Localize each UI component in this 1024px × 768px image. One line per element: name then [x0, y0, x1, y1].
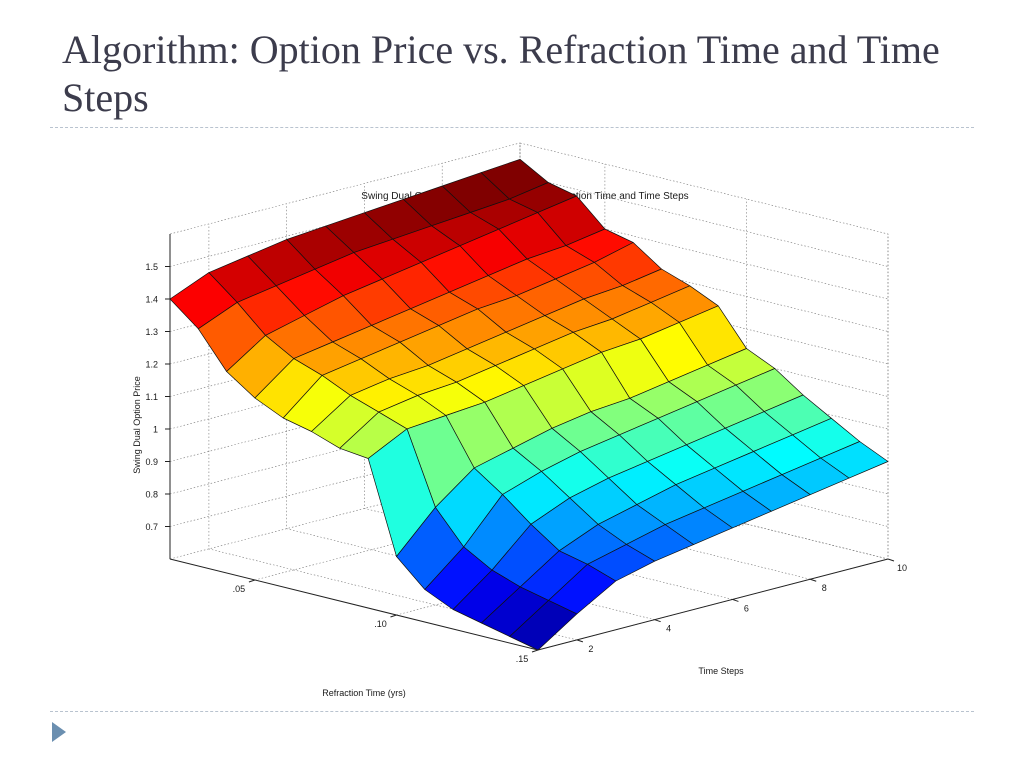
z-tick-label: 0.7 [145, 522, 158, 532]
y-tick-label: 4 [666, 624, 671, 634]
z-tick-label: 1 [153, 425, 158, 435]
x-tick-label: .05 [233, 584, 246, 594]
axis-ticks: 0.7 0.8 0.9 1 1.1 1.2 1.3 1.4 1.5 .05 .10 .15 2 4 6 8 10 [145, 262, 907, 664]
next-slide-arrow-icon[interactable] [52, 722, 66, 742]
y-tick-label: 6 [744, 603, 749, 613]
z-tick-label: 1.4 [145, 295, 158, 305]
footer-divider [50, 711, 974, 712]
z-tick-label: 1.5 [145, 262, 158, 272]
y-tick [887, 558, 895, 562]
y-tick [576, 639, 584, 643]
z-tick-label: 1.1 [145, 392, 158, 402]
z-tick-label: 0.9 [145, 457, 158, 467]
surface-plot [169, 158, 889, 651]
x-tick [531, 649, 539, 653]
z-tick-label: 1.3 [145, 327, 158, 337]
z-axis-label: Swing Dual Option Price [132, 376, 142, 474]
x-tick [390, 614, 397, 618]
y-axis-label: Time Steps [698, 666, 744, 676]
z-tick-label: 1.2 [145, 360, 158, 370]
x-axis-label: Refraction Time (yrs) [322, 688, 406, 698]
y-tick-label: 10 [897, 563, 907, 573]
slide-title: Algorithm: Option Price vs. Refraction T… [62, 27, 940, 120]
y-axis-line [537, 558, 889, 651]
x-tick [248, 579, 256, 583]
x-tick-label: .15 [516, 654, 529, 664]
x-axis-line [169, 558, 539, 651]
y-tick [810, 578, 817, 582]
y-tick-label: 2 [588, 644, 593, 654]
y-tick [654, 619, 661, 623]
surface-patch [509, 600, 578, 651]
title-divider [50, 127, 974, 128]
y-tick [732, 598, 739, 602]
z-tick-label: 0.8 [145, 490, 158, 500]
y-tick-label: 8 [822, 583, 827, 593]
x-gridline [396, 199, 747, 616]
x-tick-label: .10 [374, 619, 387, 629]
